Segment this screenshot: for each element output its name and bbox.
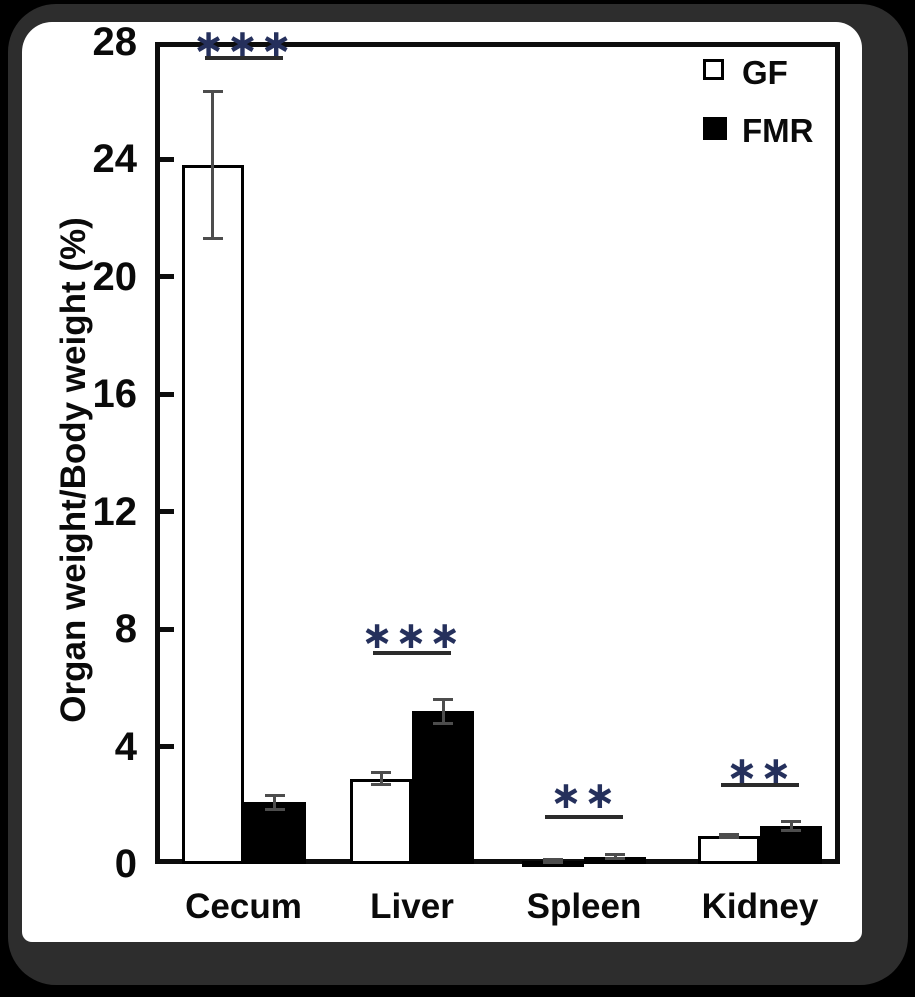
chart-panel bbox=[22, 22, 862, 942]
